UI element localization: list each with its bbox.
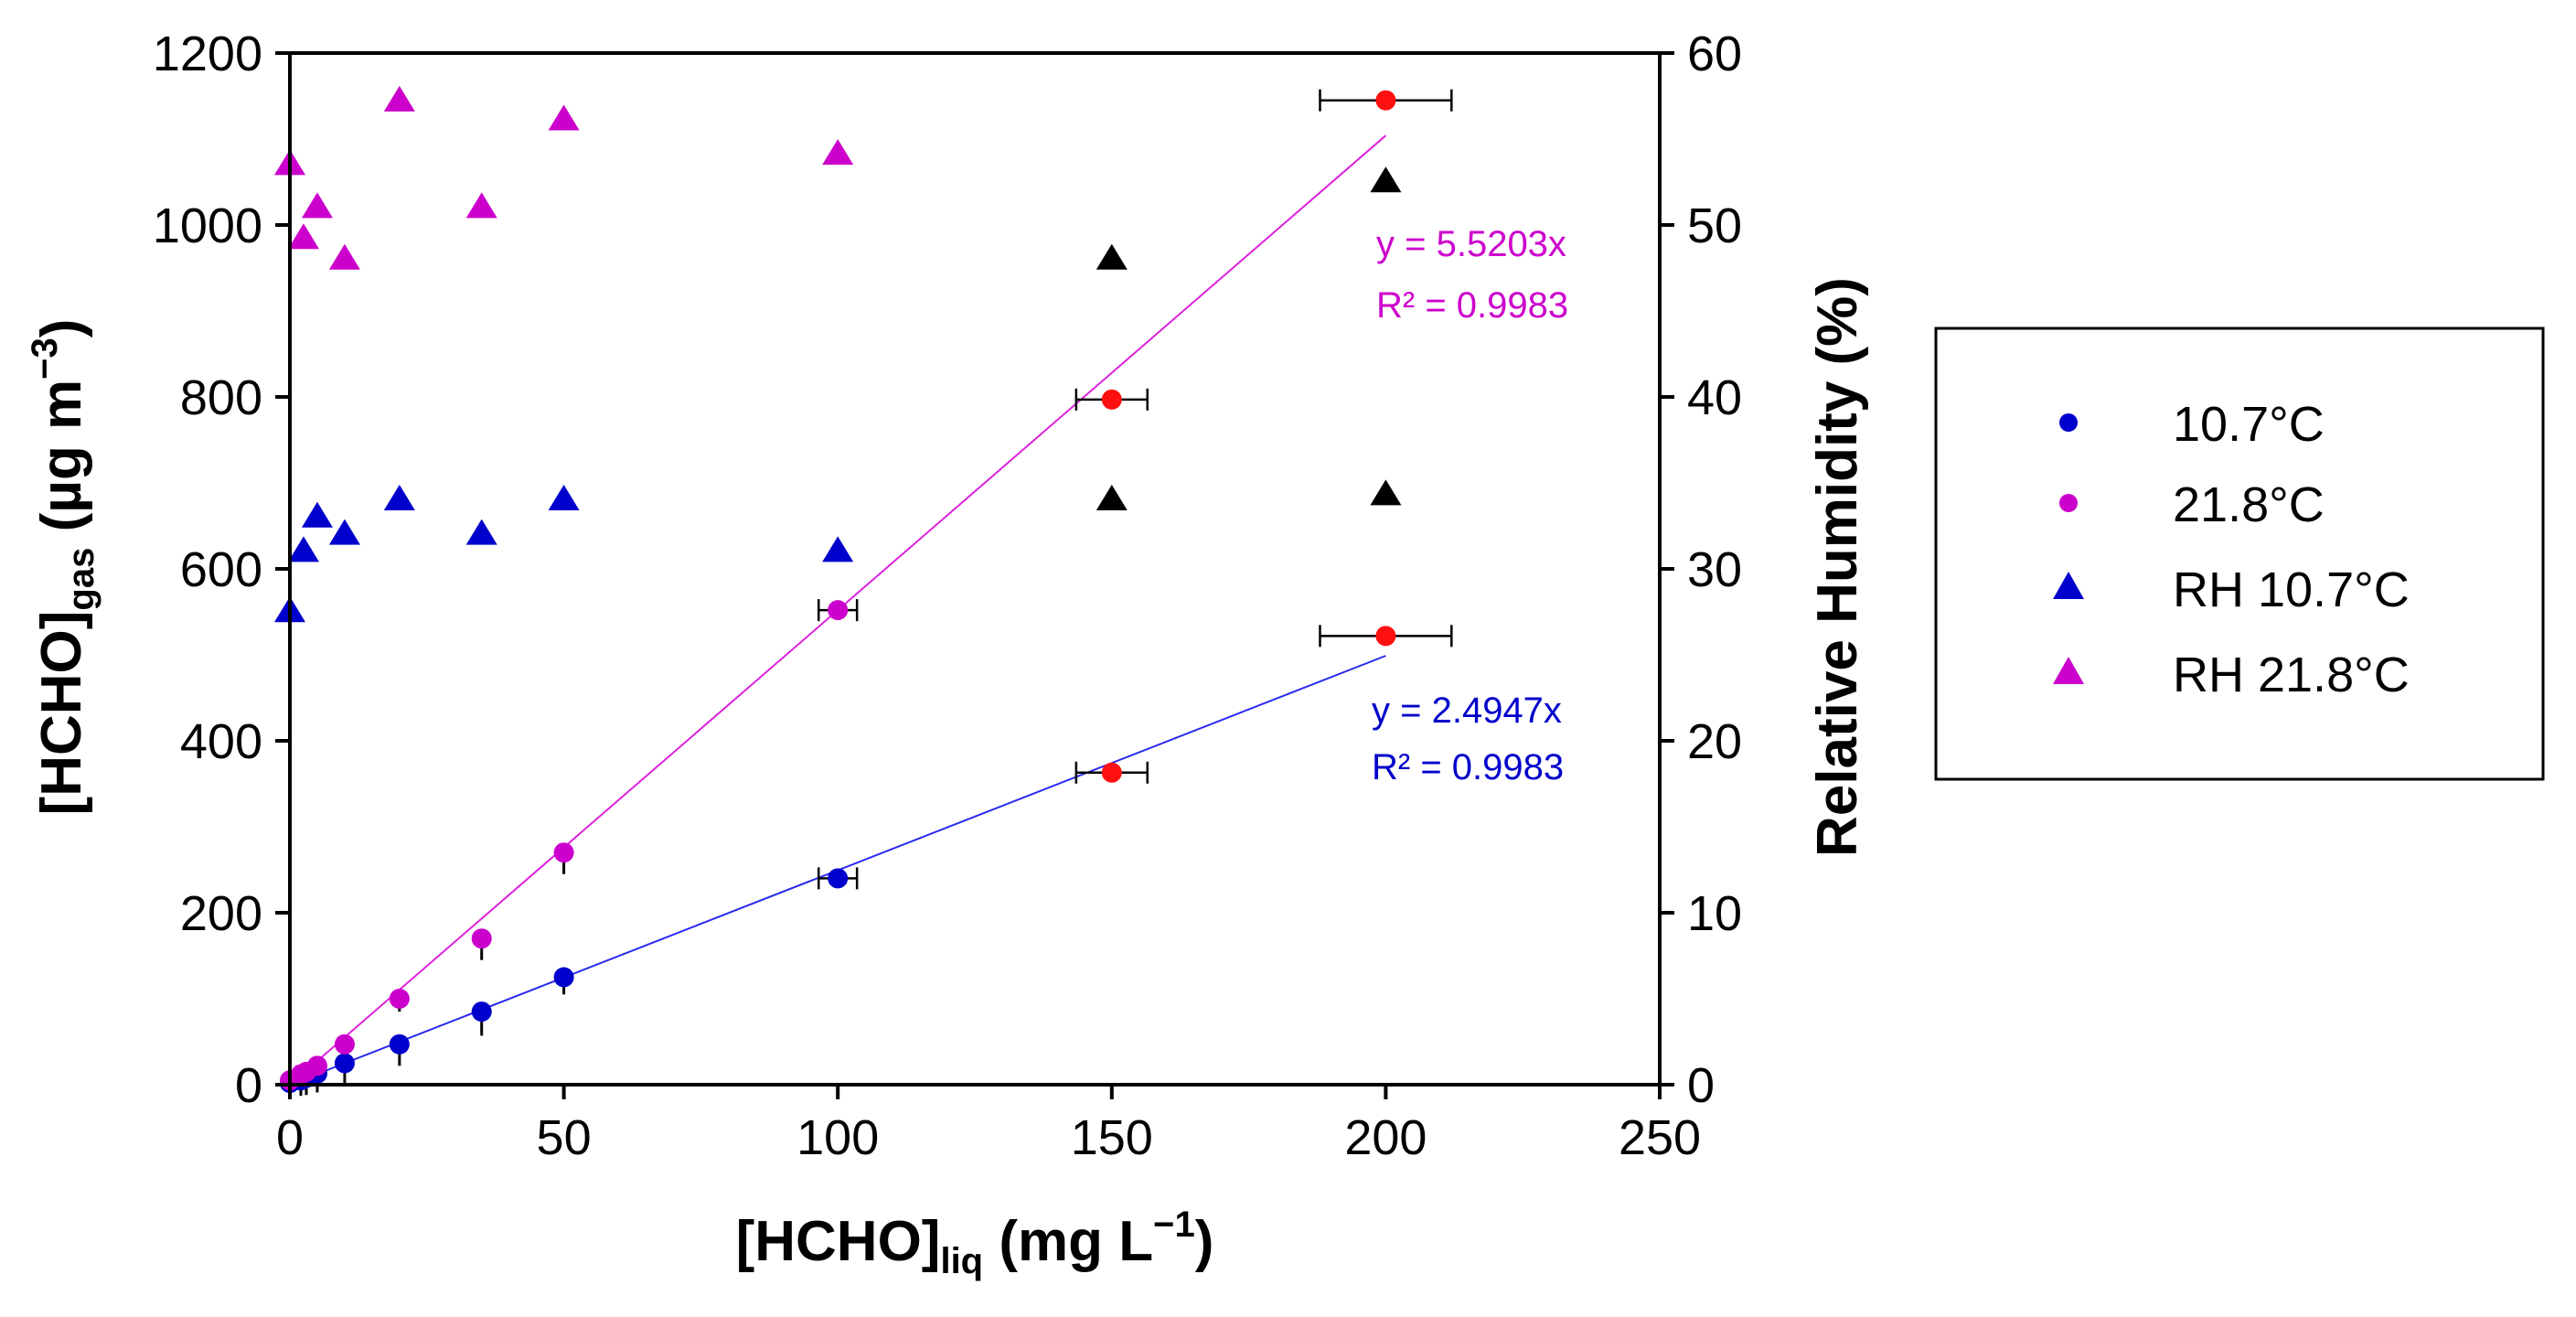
data-points [274,85,1402,1094]
y-left-tick-label: 400 [180,714,262,769]
data-point [389,989,410,1009]
x-axis-title: [HCHO]liq (mg L−1) [736,1205,1214,1281]
rh-data-point [1096,485,1128,510]
legend-entries: 10.7°C 21.8°C RH 10.7°C RH 21.8°C [2053,397,2410,702]
y-left-tick-label: 800 [180,370,262,425]
rh-data-point [465,192,497,219]
x-axis-ticks: 0 50 100 150 200 250 [276,1085,1701,1165]
y-right-tick-label: 20 [1687,714,1742,769]
x-tick-label: 200 [1344,1110,1427,1165]
x-tick-label: 50 [537,1110,592,1165]
rh-data-point [822,536,854,562]
y-right-tick-label: 40 [1687,370,1742,425]
y-right-axis-ticks: 0 10 20 30 40 50 60 [1660,27,1742,1113]
data-point [334,1033,355,1055]
rh-data-point [548,104,580,131]
rh-data-point [328,519,360,545]
x-tick-label: 150 [1071,1110,1153,1165]
rh-data-point [301,501,333,528]
rh-data-point [1096,243,1128,270]
legend-marker [2059,413,2078,432]
y-right-tick-label: 60 [1687,27,1742,81]
y-left-tick-label: 1000 [153,198,262,253]
legend-marker [2053,572,2084,599]
y-left-tick-label: 0 [235,1058,262,1113]
rh-data-point [465,519,497,545]
rh-data-point [548,485,580,510]
legend-label: RH 21.8°C [2173,648,2410,702]
legend-marker [2053,657,2084,684]
y-right-tick-label: 10 [1687,886,1742,941]
fit-21-equation: y = 5.5203x [1376,224,1566,264]
y-right-tick-label: 0 [1687,1058,1715,1113]
y-left-tick-label: 1200 [153,27,262,81]
error-bars [288,89,1453,1097]
data-point [553,967,574,988]
y-left-axis-title: [HCHO]gas (µg m−3) [25,319,102,816]
rh-data-point [287,536,319,562]
fit-10-equation: y = 2.4947x [1372,691,1562,731]
legend-label: 21.8°C [2173,477,2325,532]
rh-data-point [383,485,415,510]
legend-label: 10.7°C [2173,397,2325,452]
data-point [334,1053,355,1074]
x-tick-label: 0 [276,1110,304,1165]
y-left-tick-label: 600 [180,542,262,597]
y-right-tick-label: 30 [1687,542,1742,597]
fit-10-r2: R² = 0.9983 [1372,747,1564,787]
rh-data-point [822,139,854,166]
fit-21-r2: R² = 0.9983 [1376,285,1568,326]
data-point [471,1001,492,1023]
data-point [828,868,849,889]
data-point [389,1033,410,1055]
rh-data-point [383,85,415,112]
x-tick-label: 250 [1619,1110,1701,1165]
rh-data-point [1370,479,1402,506]
data-point [306,1055,327,1076]
y-left-axis-ticks: 0 200 400 600 800 1000 1200 [153,27,290,1113]
rh-data-point [287,223,319,250]
legend-box [1934,327,2545,781]
data-point [1375,90,1396,111]
data-point [828,600,849,621]
y-right-axis-title: Relative Humidity (%) [1806,277,1869,857]
data-point [471,928,492,949]
y-left-tick-label: 200 [180,886,262,941]
data-point [1375,626,1396,647]
legend-label: RH 10.7°C [2173,562,2410,617]
plot-area [274,51,1662,1097]
legend: 10.7°C 21.8°C RH 10.7°C RH 21.8°C [1934,327,2545,781]
rh-data-point [301,192,333,219]
data-point [1101,389,1122,410]
plot-frame [288,51,1662,1087]
legend-marker [2059,494,2078,512]
x-tick-label: 100 [796,1110,879,1165]
rh-data-point [328,243,360,270]
data-point [1101,762,1122,783]
data-point [553,842,574,863]
rh-data-point [1370,166,1402,193]
y-right-tick-label: 50 [1687,198,1742,253]
